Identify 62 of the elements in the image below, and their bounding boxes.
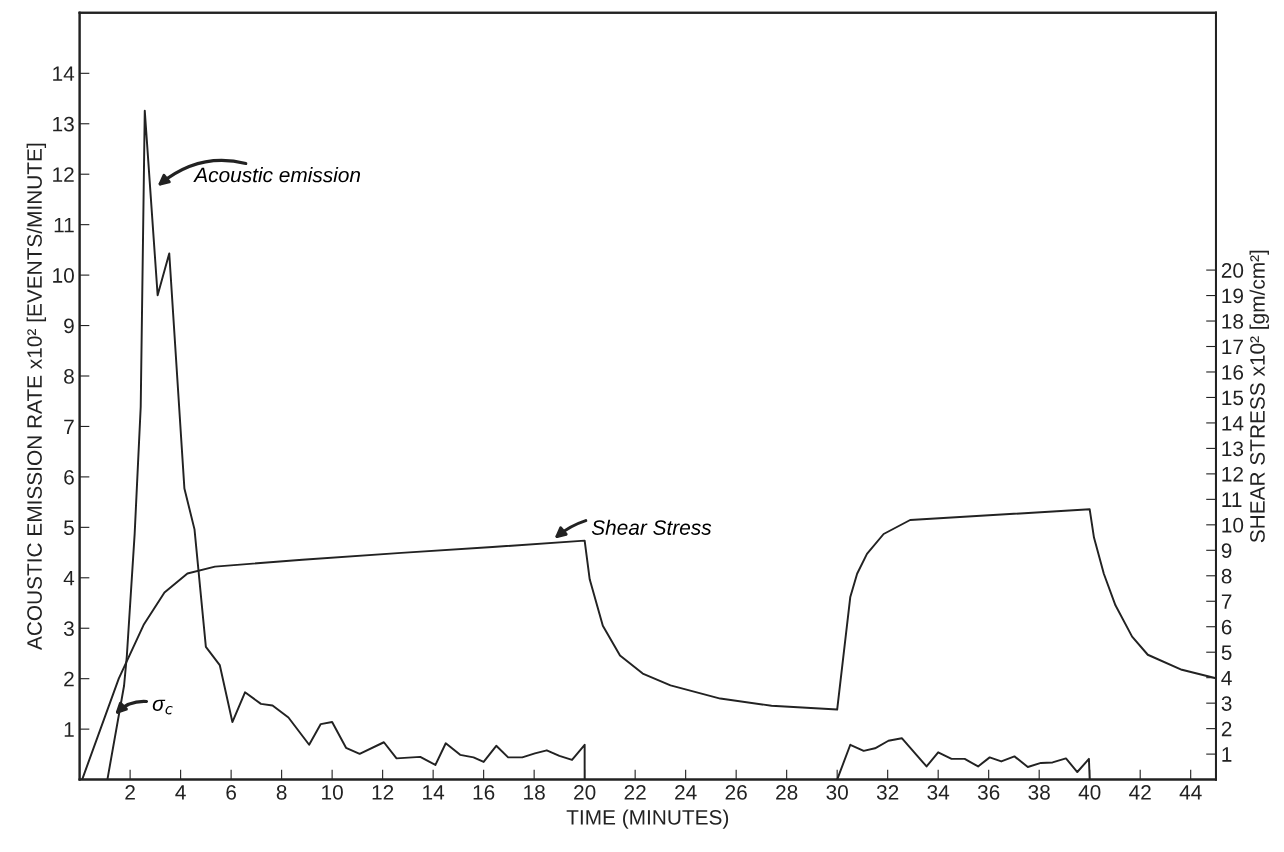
y2-tick-label: 12 [1222,466,1243,482]
x-tick-label: 40 [1078,784,1101,800]
y-tick-label: 2 [64,671,74,687]
y2-tick-label: 1 [1222,747,1232,762]
x-tick-label: 20 [574,784,596,800]
y2-tick-label: 18 [1222,314,1244,329]
annotation: Shear Stress [591,519,712,535]
x-tick-label: 30 [826,784,848,800]
y-tick-label: 4 [63,571,75,586]
y2-tick-label: 14 [1222,416,1244,431]
x-tick-label: 44 [1179,785,1202,800]
y-tick-label: 10 [53,268,74,283]
y2-tick-label: 11 [1222,492,1242,507]
x-tick-label: 14 [423,785,445,800]
x-tick-label: 6 [226,784,236,800]
x-tick-label: 16 [473,784,495,800]
x-tick-label: 38 [1028,784,1050,800]
y-tick-label: 13 [53,116,74,132]
y2-tick-label: 13 [1222,441,1244,457]
x-tick-label: 36 [977,784,1000,800]
x-axis-title: TIME (MINUTES) [566,809,729,829]
y-tick-label: 8 [64,369,74,384]
y2-tick-label: 16 [1222,364,1244,380]
y2-tick-label: 10 [1222,517,1244,533]
x-tick-label: 26 [725,784,747,800]
x-tick-label: 22 [624,784,646,800]
y2-tick-label: 15 [1222,390,1244,406]
x-tick-label: 12 [372,784,394,800]
x-tick-label: 10 [322,784,343,800]
x-tick-label: 32 [876,784,899,800]
y2-tick-label: 6 [1221,619,1232,635]
y2-tick-label: 20 [1221,263,1244,278]
y-tick-label: 5 [63,520,74,536]
y2-tick-label: 17 [1222,339,1243,355]
y2-tick-label: 2 [1221,721,1232,737]
x-tick-label: 2 [125,784,135,800]
y-tick-label: 12 [53,167,74,182]
y-tick-label: 7 [64,419,74,434]
x-tick-label: 8 [276,784,287,800]
x-tick-label: 34 [927,784,950,800]
x-tick-label: 42 [1129,784,1151,800]
annotation: Acoustic emission [193,167,361,183]
y-tick-label: 3 [63,621,74,636]
y2-tick-label: 4 [1221,670,1232,686]
x-tick-label: 28 [776,784,798,800]
y-tick-label: 11 [54,217,74,233]
y-tick-label: 1 [64,722,74,737]
x-tick-label: 18 [524,784,545,800]
y2-tick-label: 5 [1221,645,1232,660]
y-tick-label: 9 [64,318,74,334]
y2-tick-label: 9 [1221,543,1232,559]
y-axis-title: ACOUSTIC EMISSION RATE x10² [EVENTS/MINUTE] [26,143,47,651]
y-tick-label: 14 [53,66,75,81]
x-tick-label: 4 [175,785,186,800]
y2-tick-label: 19 [1222,288,1243,304]
y2-tick-label: 7 [1221,594,1232,609]
annotation: σ$_{c}$ [152,699,173,715]
y2-tick-label: 3 [1221,696,1232,711]
y2-tick-label: 8 [1221,568,1232,584]
y-tick-label: 6 [64,469,74,485]
y2-axis-title: SHEAR STRESS x10² [gm/cm²] [1249,250,1269,543]
x-tick-label: 24 [675,784,697,800]
